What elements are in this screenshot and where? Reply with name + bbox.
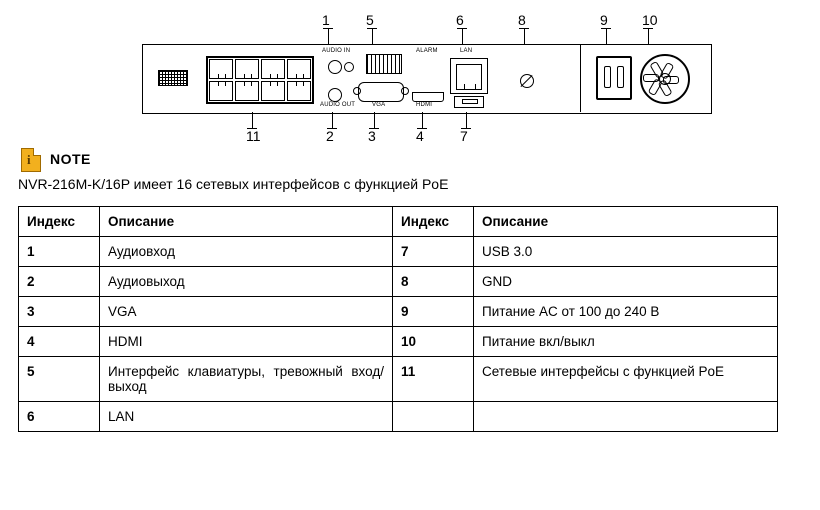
label-lan: LAN [460, 48, 472, 54]
keyboard-alarm-terminal [366, 54, 402, 74]
ventilation-grid [158, 70, 188, 86]
label-audio-out: AUDIO OUT [320, 102, 355, 108]
th-desc-2: Описание [474, 207, 778, 237]
ac-power-inlet [596, 56, 632, 100]
rear-panel-diagram: AUDIO IN AUDIO OUT VGA HDMI ALARM LAN 1 5… [80, 12, 740, 142]
callout-5: 5 [366, 12, 374, 28]
callout-8: 8 [518, 12, 526, 28]
table-row: 4HDMI10Питание вкл/выкл [19, 327, 778, 357]
callout-6: 6 [456, 12, 464, 28]
power-switch-rotary [640, 54, 690, 104]
usb-port [454, 96, 484, 108]
callout-4: 4 [416, 128, 424, 144]
callout-1: 1 [322, 12, 330, 28]
callout-2: 2 [326, 128, 334, 144]
panel-divider [580, 44, 581, 112]
th-index-1: Индекс [19, 207, 100, 237]
th-desc-1: Описание [100, 207, 393, 237]
note-label: NOTE [50, 151, 91, 167]
label-audio-in: AUDIO IN [322, 48, 350, 54]
table-row: 3VGA9Питание AC от 100 до 240 В [19, 297, 778, 327]
audio-in-jack [328, 60, 342, 74]
note-icon: i [18, 148, 44, 170]
callout-7: 7 [460, 128, 468, 144]
vga-port [358, 82, 404, 102]
poe-ports-block [206, 56, 314, 104]
callout-11: 11 [246, 128, 261, 144]
callout-10: 10 [642, 12, 658, 28]
label-hdmi: HDMI [416, 102, 432, 108]
table-row: 2Аудиовыход8GND [19, 267, 778, 297]
table-row: 1Аудиовход7USB 3.0 [19, 237, 778, 267]
ground-screw [520, 74, 534, 88]
note-heading: i NOTE [18, 148, 802, 170]
callout-3: 3 [368, 128, 376, 144]
ports-table: Индекс Описание Индекс Описание 1Аудиовх… [18, 206, 778, 432]
audio-in-jack-2 [344, 62, 354, 72]
callout-9: 9 [600, 12, 608, 28]
th-index-2: Индекс [393, 207, 474, 237]
hdmi-port [412, 92, 444, 102]
table-row: 5Интерфейс клавиатуры, тревожный вход/вы… [19, 357, 778, 402]
label-alarm: ALARM [416, 48, 438, 54]
note-text: NVR-216M-K/16P имеет 16 сетевых интерфей… [18, 176, 802, 192]
audio-out-jack [328, 88, 342, 102]
lan-port [456, 64, 482, 90]
label-vga: VGA [372, 102, 385, 108]
table-row: 6LAN [19, 402, 778, 432]
